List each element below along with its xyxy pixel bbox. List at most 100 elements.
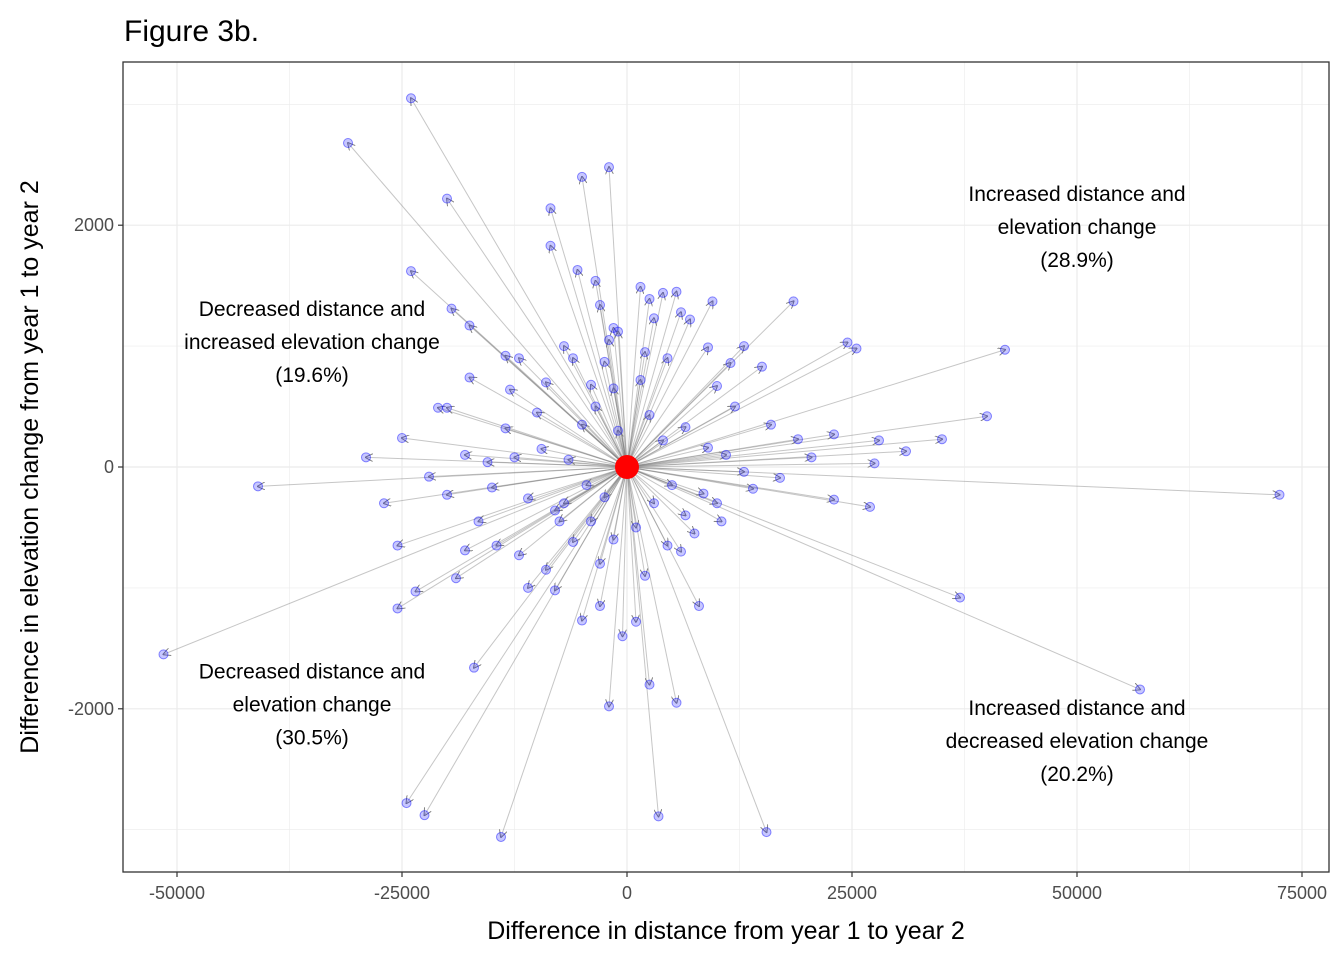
movement-arrow	[551, 246, 628, 468]
movement-arrow	[416, 466, 628, 592]
movement-arrow	[537, 413, 628, 468]
annotation-line: Decreased distance and	[199, 661, 425, 684]
annotation-line: Increased distance and	[968, 697, 1185, 720]
movement-arrow	[542, 449, 628, 468]
data-point	[550, 505, 560, 516]
movement-arrow	[626, 380, 641, 468]
data-point	[631, 616, 641, 627]
annotation-line: (19.6%)	[275, 364, 349, 387]
annotation-line: elevation change	[233, 694, 392, 717]
movement-arrow	[626, 457, 812, 468]
movement-arrow	[626, 363, 731, 468]
data-point	[523, 493, 533, 504]
data-point	[577, 615, 587, 626]
data-point	[586, 379, 596, 390]
movement-arrow	[626, 466, 686, 515]
data-point	[644, 679, 655, 690]
data-point	[730, 401, 740, 412]
movement-arrow	[582, 177, 628, 468]
movement-arrow	[626, 407, 735, 468]
annotation-line: (28.9%)	[1040, 249, 1114, 272]
data-point	[460, 545, 470, 556]
movement-arrow	[492, 466, 628, 488]
data-point	[842, 337, 853, 348]
data-point	[379, 498, 389, 509]
data-point	[397, 432, 407, 443]
origin-point	[615, 455, 639, 479]
data-point	[473, 516, 484, 527]
movement-arrow	[626, 416, 987, 468]
data-point	[869, 458, 880, 469]
movement-arrow	[497, 466, 628, 546]
data-point	[442, 489, 452, 500]
data-point	[689, 528, 700, 539]
movement-arrow	[384, 466, 628, 503]
data-point	[1135, 684, 1145, 695]
data-point	[563, 454, 574, 465]
movement-arrow	[591, 385, 628, 468]
data-point	[545, 240, 556, 251]
movement-arrow	[402, 438, 628, 468]
data-point	[392, 603, 403, 614]
movement-arrow	[506, 428, 628, 468]
data-point	[658, 435, 668, 446]
movement-arrow	[626, 425, 771, 468]
movement-arrow	[258, 466, 628, 486]
annotation-line: decreased elevation change	[946, 730, 1209, 753]
data-point	[500, 423, 511, 434]
movement-arrow	[447, 408, 628, 468]
movement-arrow	[626, 466, 699, 606]
annotation-line: increased elevation change	[184, 331, 440, 354]
annotation-line: elevation change	[998, 216, 1157, 239]
data-point	[406, 93, 416, 104]
data-point	[644, 410, 655, 421]
data-point	[608, 383, 619, 394]
x-tick-label: 0	[622, 883, 632, 903]
x-tick-label: 50000	[1052, 883, 1102, 903]
data-point	[487, 482, 497, 493]
data-point	[698, 488, 709, 499]
data-point	[635, 281, 646, 292]
movement-arrow	[626, 349, 857, 468]
data-point	[469, 662, 479, 673]
movement-arrow	[626, 466, 650, 685]
movement-arrow	[626, 346, 744, 468]
movement-arrow	[398, 466, 628, 608]
movement-arrow	[465, 455, 628, 468]
movement-arrow	[626, 455, 726, 468]
data-point	[829, 494, 839, 505]
movement-arrow	[425, 466, 628, 815]
data-point	[640, 570, 650, 581]
movement-arrow	[614, 466, 628, 540]
data-point	[577, 419, 587, 430]
data-point	[937, 434, 947, 445]
data-point	[613, 326, 623, 337]
data-point	[509, 452, 520, 463]
movement-arrow	[626, 451, 906, 468]
data-point	[599, 356, 610, 367]
data-point	[604, 162, 614, 173]
data-point	[253, 481, 263, 492]
movement-arrow	[479, 466, 628, 521]
movement-arrow	[429, 466, 628, 477]
movement-arrow	[528, 466, 628, 498]
movement-arrow	[626, 466, 767, 832]
movement-arrow	[626, 466, 681, 552]
x-tick-label: 25000	[827, 883, 877, 903]
movement-arrow	[626, 466, 834, 500]
data-point	[739, 466, 749, 477]
x-axis-ticks: -50000 -25000 0 25000 50000 75000	[149, 872, 1327, 903]
y-tick-label: -2000	[68, 699, 114, 719]
data-point	[361, 452, 371, 463]
movement-arrow	[626, 466, 753, 489]
annotation-line: Decreased distance and	[199, 298, 425, 321]
annotation-line: (30.5%)	[275, 727, 349, 750]
movement-arrow	[366, 457, 628, 468]
data-point	[694, 601, 704, 612]
data-point	[554, 516, 565, 527]
data-point	[640, 347, 650, 358]
movement-arrow	[551, 208, 628, 468]
movement-arrow	[626, 287, 641, 468]
y-tick-label: 2000	[74, 215, 114, 235]
movement-arrow	[626, 350, 1005, 468]
